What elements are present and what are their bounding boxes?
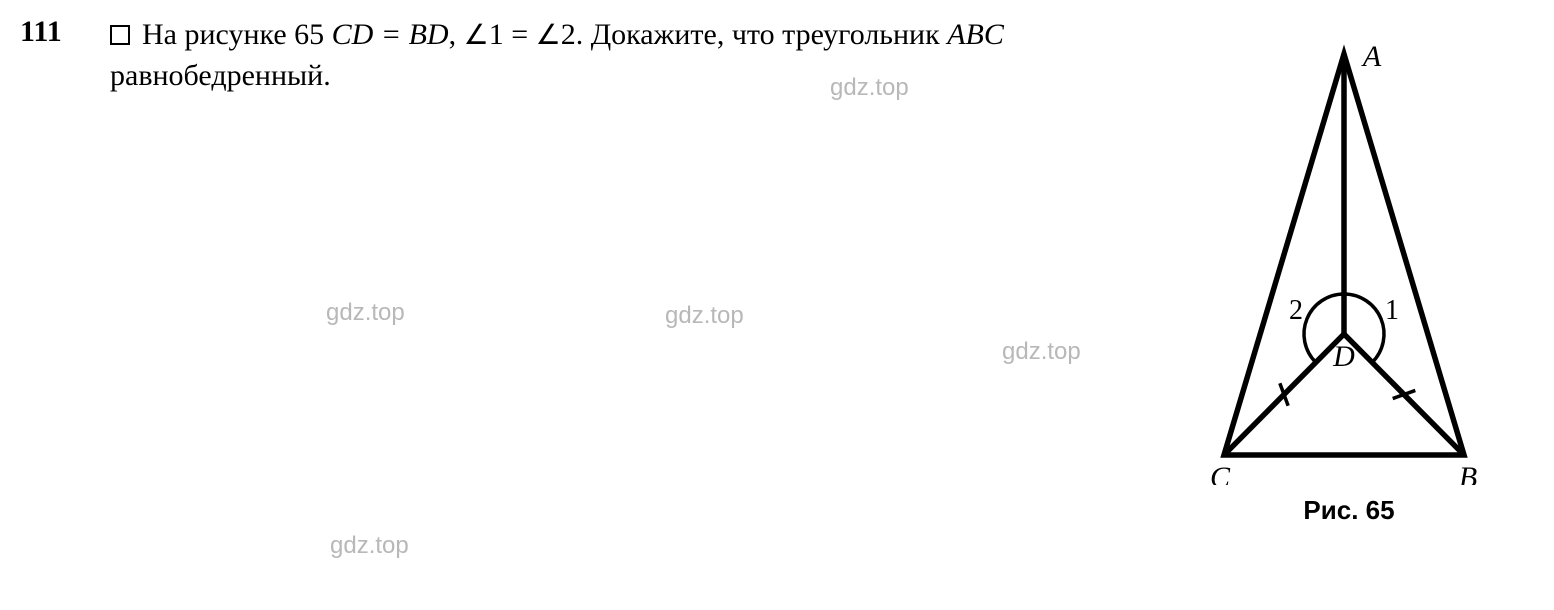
math-abc: ABC <box>947 18 1004 51</box>
watermark: gdz.top <box>326 299 405 327</box>
text-part2: . Докажи­те, что треугольник <box>576 18 947 51</box>
watermark: gdz.top <box>1002 338 1081 366</box>
angle-label-1: 1 <box>1385 295 1399 326</box>
angle-symbol-1: ∠ <box>464 20 489 51</box>
text-part3: равнобедренный. <box>110 59 331 92</box>
vertex-label-c: C <box>1210 461 1231 485</box>
watermark: gdz.top <box>830 74 909 102</box>
angle-symbol-2: ∠ <box>536 20 561 51</box>
problem-text-block: На рисунке 65 CD = BD, ∠1 = ∠2. Докажи­т… <box>110 15 1184 96</box>
figure-caption: Рис. 65 <box>1184 495 1514 526</box>
square-marker-icon <box>110 25 130 45</box>
angle-num-1: 1 <box>489 18 504 51</box>
math-cd-bd: CD = BD <box>332 18 449 51</box>
sep2: = <box>504 18 536 51</box>
figure-area: A B C D 1 2 Рис. 65 <box>1184 15 1514 526</box>
angle-num-2: 2 <box>561 18 576 51</box>
geometry-figure: A B C D 1 2 <box>1184 15 1514 485</box>
watermark: gdz.top <box>665 302 744 330</box>
vertex-label-b: B <box>1459 461 1477 485</box>
angle-label-2: 2 <box>1289 295 1303 326</box>
problem-text: На рисунке 65 CD = BD, ∠1 = ∠2. Докажи­т… <box>110 15 1154 96</box>
vertex-label-d: D <box>1332 340 1355 373</box>
vertex-label-a: A <box>1361 40 1382 73</box>
problem-content: На рисунке 65 CD = BD, ∠1 = ∠2. Докажи­т… <box>110 15 1514 526</box>
sep1: , <box>449 18 464 51</box>
problem-number: 111 <box>20 15 80 526</box>
text-part1: На рисунке 65 <box>142 18 332 51</box>
watermark: gdz.top <box>330 532 409 560</box>
